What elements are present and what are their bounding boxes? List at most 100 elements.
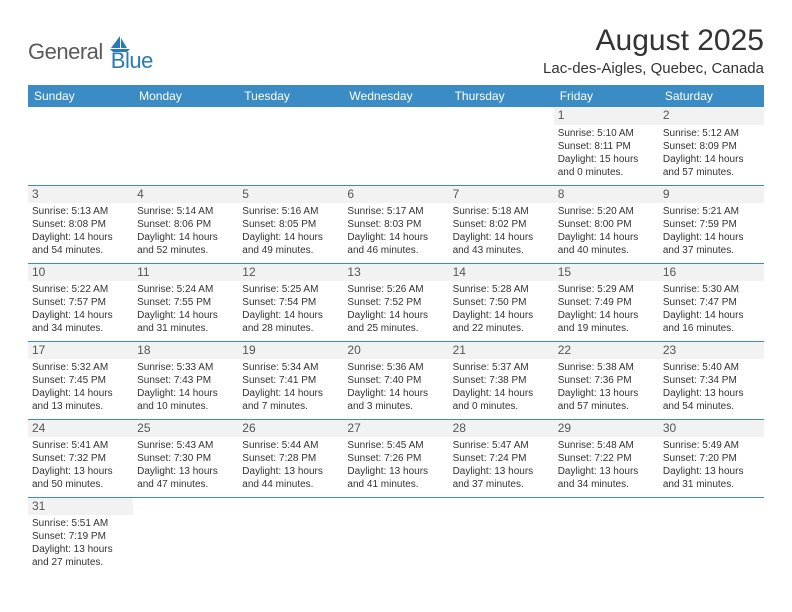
sunrise-text: Sunrise: 5:20 AM — [558, 205, 655, 218]
sunrise-text: Sunrise: 5:17 AM — [347, 205, 444, 218]
day-number: 8 — [554, 186, 659, 204]
dayname-monday: Monday — [133, 85, 238, 107]
day-cell: 3Sunrise: 5:13 AMSunset: 8:08 PMDaylight… — [28, 185, 133, 263]
day-cell: 15Sunrise: 5:29 AMSunset: 7:49 PMDayligh… — [554, 263, 659, 341]
sunrise-text: Sunrise: 5:40 AM — [663, 361, 760, 374]
day-info: Sunrise: 5:49 AMSunset: 7:20 PMDaylight:… — [663, 439, 760, 491]
day-info: Sunrise: 5:37 AMSunset: 7:38 PMDaylight:… — [453, 361, 550, 413]
sunset-text: Sunset: 8:00 PM — [558, 218, 655, 231]
sunrise-text: Sunrise: 5:22 AM — [32, 283, 129, 296]
sunrise-text: Sunrise: 5:43 AM — [137, 439, 234, 452]
day-number: 17 — [28, 342, 133, 360]
daylight-text: Daylight: 13 hours and 47 minutes. — [137, 465, 234, 491]
sunset-text: Sunset: 7:20 PM — [663, 452, 760, 465]
day-cell: 12Sunrise: 5:25 AMSunset: 7:54 PMDayligh… — [238, 263, 343, 341]
day-cell: 13Sunrise: 5:26 AMSunset: 7:52 PMDayligh… — [343, 263, 448, 341]
calendar-table: SundayMondayTuesdayWednesdayThursdayFrid… — [28, 85, 764, 575]
sunset-text: Sunset: 8:08 PM — [32, 218, 129, 231]
month-title: August 2025 — [543, 24, 764, 58]
day-info: Sunrise: 5:22 AMSunset: 7:57 PMDaylight:… — [32, 283, 129, 335]
week-row: 10Sunrise: 5:22 AMSunset: 7:57 PMDayligh… — [28, 263, 764, 341]
daylight-text: Daylight: 14 hours and 28 minutes. — [242, 309, 339, 335]
day-cell: 7Sunrise: 5:18 AMSunset: 8:02 PMDaylight… — [449, 185, 554, 263]
day-cell: 21Sunrise: 5:37 AMSunset: 7:38 PMDayligh… — [449, 341, 554, 419]
day-number: 26 — [238, 420, 343, 438]
day-cell: 4Sunrise: 5:14 AMSunset: 8:06 PMDaylight… — [133, 185, 238, 263]
daylight-text: Daylight: 14 hours and 22 minutes. — [453, 309, 550, 335]
sunset-text: Sunset: 7:30 PM — [137, 452, 234, 465]
day-cell: 1Sunrise: 5:10 AMSunset: 8:11 PMDaylight… — [554, 107, 659, 185]
day-number: 9 — [659, 186, 764, 204]
sunrise-text: Sunrise: 5:32 AM — [32, 361, 129, 374]
sunset-text: Sunset: 7:50 PM — [453, 296, 550, 309]
sunrise-text: Sunrise: 5:36 AM — [347, 361, 444, 374]
day-info: Sunrise: 5:14 AMSunset: 8:06 PMDaylight:… — [137, 205, 234, 257]
daylight-text: Daylight: 14 hours and 25 minutes. — [347, 309, 444, 335]
day-number: 3 — [28, 186, 133, 204]
day-info: Sunrise: 5:24 AMSunset: 7:55 PMDaylight:… — [137, 283, 234, 335]
day-cell: 24Sunrise: 5:41 AMSunset: 7:32 PMDayligh… — [28, 419, 133, 497]
day-info: Sunrise: 5:21 AMSunset: 7:59 PMDaylight:… — [663, 205, 760, 257]
sunrise-text: Sunrise: 5:29 AM — [558, 283, 655, 296]
logo: General Blue — [28, 30, 153, 74]
day-cell: 18Sunrise: 5:33 AMSunset: 7:43 PMDayligh… — [133, 341, 238, 419]
daylight-text: Daylight: 14 hours and 13 minutes. — [32, 387, 129, 413]
sunrise-text: Sunrise: 5:25 AM — [242, 283, 339, 296]
day-info: Sunrise: 5:33 AMSunset: 7:43 PMDaylight:… — [137, 361, 234, 413]
day-number: 2 — [659, 107, 764, 125]
sunset-text: Sunset: 7:54 PM — [242, 296, 339, 309]
dayname-thursday: Thursday — [449, 85, 554, 107]
sunrise-text: Sunrise: 5:37 AM — [453, 361, 550, 374]
sunset-text: Sunset: 7:52 PM — [347, 296, 444, 309]
day-info: Sunrise: 5:16 AMSunset: 8:05 PMDaylight:… — [242, 205, 339, 257]
week-row: 31Sunrise: 5:51 AMSunset: 7:19 PMDayligh… — [28, 497, 764, 575]
day-info: Sunrise: 5:40 AMSunset: 7:34 PMDaylight:… — [663, 361, 760, 413]
sunrise-text: Sunrise: 5:44 AM — [242, 439, 339, 452]
daylight-text: Daylight: 14 hours and 46 minutes. — [347, 231, 444, 257]
sunset-text: Sunset: 7:19 PM — [32, 530, 129, 543]
sunrise-text: Sunrise: 5:21 AM — [663, 205, 760, 218]
daylight-text: Daylight: 14 hours and 52 minutes. — [137, 231, 234, 257]
sunset-text: Sunset: 7:45 PM — [32, 374, 129, 387]
calendar-body: 1Sunrise: 5:10 AMSunset: 8:11 PMDaylight… — [28, 107, 764, 575]
daylight-text: Daylight: 13 hours and 37 minutes. — [453, 465, 550, 491]
title-block: August 2025 Lac-des-Aigles, Quebec, Cana… — [543, 24, 764, 77]
empty-cell — [659, 497, 764, 575]
sunrise-text: Sunrise: 5:28 AM — [453, 283, 550, 296]
day-info: Sunrise: 5:17 AMSunset: 8:03 PMDaylight:… — [347, 205, 444, 257]
day-number: 18 — [133, 342, 238, 360]
daylight-text: Daylight: 14 hours and 3 minutes. — [347, 387, 444, 413]
daylight-text: Daylight: 14 hours and 57 minutes. — [663, 153, 760, 179]
day-info: Sunrise: 5:34 AMSunset: 7:41 PMDaylight:… — [242, 361, 339, 413]
sunset-text: Sunset: 8:11 PM — [558, 140, 655, 153]
daylight-text: Daylight: 14 hours and 16 minutes. — [663, 309, 760, 335]
sunrise-text: Sunrise: 5:41 AM — [32, 439, 129, 452]
empty-cell — [238, 497, 343, 575]
day-cell: 22Sunrise: 5:38 AMSunset: 7:36 PMDayligh… — [554, 341, 659, 419]
daylight-text: Daylight: 14 hours and 54 minutes. — [32, 231, 129, 257]
dayname-sunday: Sunday — [28, 85, 133, 107]
dayname-wednesday: Wednesday — [343, 85, 448, 107]
sunrise-text: Sunrise: 5:18 AM — [453, 205, 550, 218]
week-row: 1Sunrise: 5:10 AMSunset: 8:11 PMDaylight… — [28, 107, 764, 185]
sunrise-text: Sunrise: 5:38 AM — [558, 361, 655, 374]
sunset-text: Sunset: 8:02 PM — [453, 218, 550, 231]
dayname-saturday: Saturday — [659, 85, 764, 107]
sunrise-text: Sunrise: 5:47 AM — [453, 439, 550, 452]
daylight-text: Daylight: 14 hours and 7 minutes. — [242, 387, 339, 413]
daylight-text: Daylight: 13 hours and 54 minutes. — [663, 387, 760, 413]
day-info: Sunrise: 5:29 AMSunset: 7:49 PMDaylight:… — [558, 283, 655, 335]
day-cell: 16Sunrise: 5:30 AMSunset: 7:47 PMDayligh… — [659, 263, 764, 341]
day-number: 15 — [554, 264, 659, 282]
day-number: 16 — [659, 264, 764, 282]
sunset-text: Sunset: 8:05 PM — [242, 218, 339, 231]
day-info: Sunrise: 5:32 AMSunset: 7:45 PMDaylight:… — [32, 361, 129, 413]
sunrise-text: Sunrise: 5:16 AM — [242, 205, 339, 218]
sunrise-text: Sunrise: 5:14 AM — [137, 205, 234, 218]
day-cell: 5Sunrise: 5:16 AMSunset: 8:05 PMDaylight… — [238, 185, 343, 263]
empty-cell — [449, 497, 554, 575]
daylight-text: Daylight: 13 hours and 27 minutes. — [32, 543, 129, 569]
day-number: 30 — [659, 420, 764, 438]
daylight-text: Daylight: 14 hours and 49 minutes. — [242, 231, 339, 257]
sunset-text: Sunset: 7:34 PM — [663, 374, 760, 387]
